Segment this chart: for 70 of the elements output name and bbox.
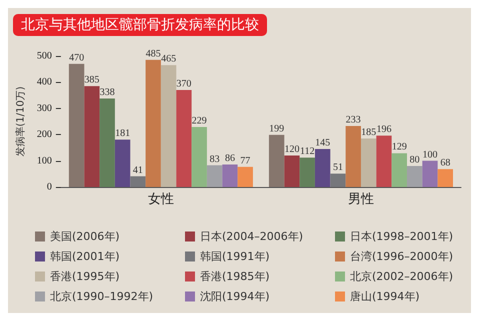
legend-label: 香港(1995年)	[50, 270, 120, 283]
bar	[206, 165, 222, 187]
bar	[222, 164, 238, 187]
bar	[360, 138, 376, 187]
bar	[284, 156, 300, 187]
data-label: 370	[176, 78, 192, 90]
bar	[422, 160, 438, 187]
legend-label: 韩国(1991年)	[200, 250, 270, 263]
y-tick-label: 200	[36, 129, 52, 140]
data-label: 68	[440, 158, 450, 169]
bar	[160, 65, 176, 187]
data-label: 199	[269, 123, 284, 134]
bar	[392, 153, 407, 187]
y-tick-label: 300	[36, 102, 52, 114]
legend-label: 韩国(2001年)	[50, 250, 120, 263]
bar	[268, 134, 284, 187]
data-label: 41	[132, 164, 143, 176]
y-axis-title: 发病率(1/10万)	[14, 86, 26, 157]
data-label: 185	[361, 127, 376, 138]
data-label: 77	[240, 155, 250, 166]
data-label: 181	[115, 128, 130, 140]
y-tick-label: 100	[36, 155, 52, 166]
bar	[176, 90, 192, 187]
data-label: 51	[332, 162, 343, 174]
bar	[192, 127, 207, 187]
bar	[300, 158, 315, 187]
bar	[146, 60, 161, 187]
bar	[330, 174, 346, 187]
data-label: 120	[284, 144, 300, 156]
data-label: 385	[84, 74, 100, 86]
data-label: 80	[410, 154, 420, 166]
bar	[130, 176, 146, 187]
data-label: 470	[69, 52, 84, 64]
bar	[376, 136, 392, 187]
legend-label: 北京(2002–2006年)	[350, 270, 454, 283]
chart-title: 北京与其他地区髋部骨折发病率的比较	[21, 17, 259, 33]
data-label: 86	[224, 152, 235, 164]
legend-label: 北京(1990–1992年)	[50, 290, 154, 303]
bar	[346, 126, 361, 187]
y-tick-label: 500	[36, 50, 52, 62]
legend-label: 日本(2004–2006年)	[200, 230, 304, 243]
legend-label: 台湾(1996–2000年)	[350, 250, 454, 263]
data-label: 145	[315, 138, 330, 149]
data-label: 83	[210, 154, 220, 165]
bar	[438, 169, 453, 187]
x-tick-label: 女性	[148, 192, 174, 207]
data-label: 338	[100, 86, 115, 98]
bar	[100, 98, 115, 187]
bar	[238, 166, 253, 187]
data-label: 233	[346, 114, 361, 126]
legend-label: 沈阳(1994年)	[200, 290, 270, 303]
bar	[84, 86, 100, 187]
y-tick-label: 0	[46, 182, 52, 192]
y-tick-label: 400	[36, 76, 52, 88]
data-label: 196	[376, 124, 392, 136]
x-tick-label: 男性	[348, 192, 374, 207]
legend-label: 唐山(1994年)	[350, 290, 420, 303]
data-label: 100	[422, 149, 438, 160]
data-label: 465	[161, 54, 176, 65]
data-label: 129	[392, 142, 407, 153]
bar	[406, 166, 422, 187]
bar	[114, 140, 130, 187]
legend-label: 日本(1998–2001年)	[350, 230, 454, 243]
data-label: 229	[192, 116, 207, 126]
bar	[314, 149, 330, 187]
data-label: 112	[300, 146, 315, 158]
bar	[68, 64, 84, 187]
legend-label: 美国(2006年)	[50, 230, 120, 243]
data-label: 485	[146, 48, 161, 60]
legend-label: 香港(1985年)	[200, 270, 270, 283]
